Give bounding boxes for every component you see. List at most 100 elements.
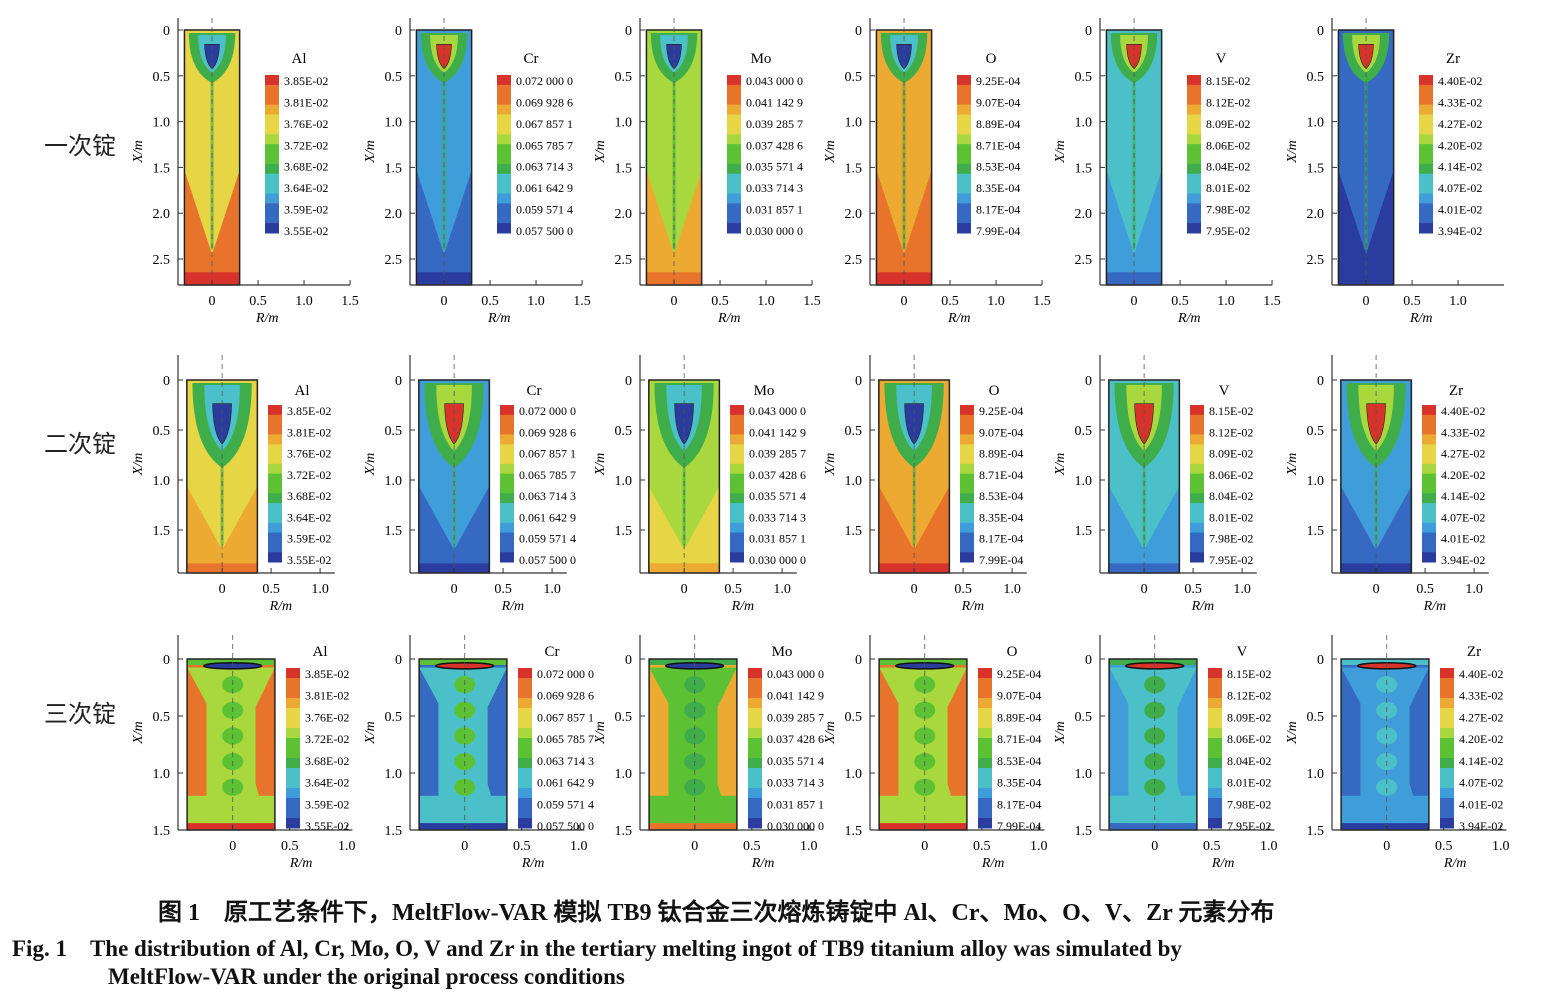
colorbar-swatch — [730, 424, 744, 435]
y-tick-label: 0.5 — [1075, 70, 1093, 85]
colorbar-swatch — [730, 434, 744, 445]
x-tick-label: 0 — [451, 582, 458, 597]
colorbar-swatch — [500, 503, 514, 514]
colorbar-swatch — [268, 424, 282, 435]
melt-pool-core — [444, 403, 464, 445]
colorbar-swatch — [286, 668, 300, 679]
legend-title: Zr — [1467, 644, 1481, 660]
legend-label: 8.71E-04 — [979, 468, 1023, 482]
x-tick-label: 0 — [441, 294, 448, 309]
legend-label: 8.06E-02 — [1209, 468, 1253, 482]
colorbar-swatch — [497, 203, 511, 214]
legend-label: 8.35E-04 — [979, 510, 1023, 524]
contour-panel-O-row3: 0 0.5 1.0 1.5 0 0.5 1.0 R/m X/m O 9.25E-04 9.07E-04… — [823, 635, 1047, 871]
colorbar-swatch — [730, 522, 744, 534]
y-tick-label: 1.0 — [845, 767, 863, 782]
legend-label: 8.35E-04 — [997, 776, 1041, 790]
y-tick-label: 1.0 — [153, 116, 171, 131]
legend-label: 4.20E-02 — [1459, 732, 1503, 746]
colorbar-swatch — [500, 405, 514, 416]
colorbar-swatch — [1419, 183, 1433, 194]
caption-cn: 图 1 原工艺条件下，MeltFlow-VAR 模拟 TB9 钛合金三次熔炼铸锭… — [158, 900, 1275, 926]
y-tick-label: 1.0 — [153, 767, 171, 782]
legend-label: 8.09E-02 — [1209, 447, 1253, 461]
legend-label: 8.12E-02 — [1209, 425, 1253, 439]
contour-panel-V-row2: 0 0.5 1.0 1.5 0 0.5 1.0 R/m X/m V 8.15E-02 8.12E-02… — [1053, 355, 1257, 614]
legend-title: Al — [313, 644, 328, 660]
y-tick-label: 1.0 — [385, 767, 403, 782]
legend-label: 0.033 714 3 — [749, 510, 806, 524]
y-tick-label: 0 — [163, 374, 170, 389]
y-tick-label: 1.5 — [1075, 524, 1093, 539]
colorbar-swatch — [960, 454, 974, 465]
x-tick-label: 0.5 — [249, 294, 267, 309]
y-tick-label: 0.5 — [615, 710, 633, 725]
colorbar-swatch — [286, 698, 300, 709]
colorbar-swatch — [1208, 808, 1222, 819]
colorbar-swatch — [730, 483, 744, 494]
colorbar-swatch — [1190, 463, 1204, 475]
y-tick-label: 0.5 — [153, 70, 171, 85]
colorbar-swatch — [1422, 454, 1436, 465]
legend-title: Zr — [1446, 51, 1460, 67]
colorbar-swatch — [730, 532, 744, 543]
top-band — [1341, 659, 1429, 665]
segregation-spot — [1144, 778, 1166, 796]
edge-region-right — [1177, 659, 1197, 830]
colorbar-swatch — [1190, 444, 1204, 455]
colorbar-swatch — [727, 94, 741, 106]
legend-label: 4.27E-02 — [1459, 710, 1503, 724]
colorbar-swatch — [727, 223, 741, 234]
colorbar-swatch — [497, 144, 511, 155]
legend-label: 3.55E-02 — [284, 224, 328, 238]
colorbar-swatch — [265, 223, 279, 234]
x-tick-label: 1.0 — [527, 294, 545, 309]
y-tick-label: 1.5 — [1307, 161, 1325, 176]
colorbar-swatch — [1187, 223, 1201, 234]
x-tick-label: 1.0 — [338, 839, 356, 854]
legend-label: 3.85E-02 — [287, 404, 331, 418]
legend-label: 3.59E-02 — [287, 532, 331, 546]
bottom-region — [1106, 272, 1162, 285]
y-tick-label: 2.5 — [1307, 253, 1325, 268]
legend-label: 0.057 500 0 — [516, 224, 573, 238]
y-axis-label: X/m — [131, 453, 146, 477]
legend-label: 4.01E-02 — [1441, 532, 1485, 546]
legend-label: 8.15E-02 — [1227, 667, 1271, 681]
colorbar-swatch — [265, 84, 279, 96]
melt-pool-core — [904, 403, 924, 445]
x-axis-label: R/m — [521, 856, 545, 871]
y-tick-label: 1.0 — [615, 767, 633, 782]
legend-label: 0.067 857 1 — [537, 710, 594, 724]
colorbar-swatch — [1187, 134, 1201, 145]
y-tick-label: 2.0 — [615, 207, 633, 222]
colorbar-swatch — [1187, 213, 1201, 224]
y-tick-label: 2.5 — [385, 253, 403, 268]
colorbar-swatch — [960, 493, 974, 504]
x-tick-label: 1.0 — [1449, 294, 1467, 309]
colorbar-swatch — [286, 818, 300, 829]
colorbar-swatch — [960, 552, 974, 563]
colorbar-swatch — [500, 424, 514, 435]
lower-band — [879, 795, 967, 824]
colorbar-swatch — [286, 788, 300, 799]
colorbar-swatch — [518, 728, 532, 739]
colorbar-swatch — [286, 778, 300, 789]
colorbar-swatch — [265, 134, 279, 145]
colorbar-swatch — [960, 444, 974, 455]
colorbar-swatch — [500, 414, 514, 426]
legend-title: Mo — [772, 644, 793, 660]
legend-label: 7.95E-02 — [1209, 553, 1253, 567]
x-tick-label: 0.5 — [954, 582, 972, 597]
colorbar-swatch — [500, 532, 514, 543]
colorbar-swatch — [957, 124, 971, 135]
colorbar-swatch — [500, 434, 514, 445]
y-axis-label: X/m — [1053, 453, 1068, 477]
colorbar-swatch — [960, 405, 974, 416]
contour-panel-Cr-row2: 0 0.5 1.0 1.5 0 0.5 1.0 R/m X/m Cr 0.072 000 0 0.06… — [363, 355, 576, 614]
legend-label: 7.95E-02 — [1227, 819, 1271, 833]
colorbar-swatch — [1422, 552, 1436, 563]
colorbar-swatch — [1419, 223, 1433, 234]
colorbar-swatch — [286, 758, 300, 769]
legend-label: 8.15E-02 — [1206, 74, 1250, 88]
